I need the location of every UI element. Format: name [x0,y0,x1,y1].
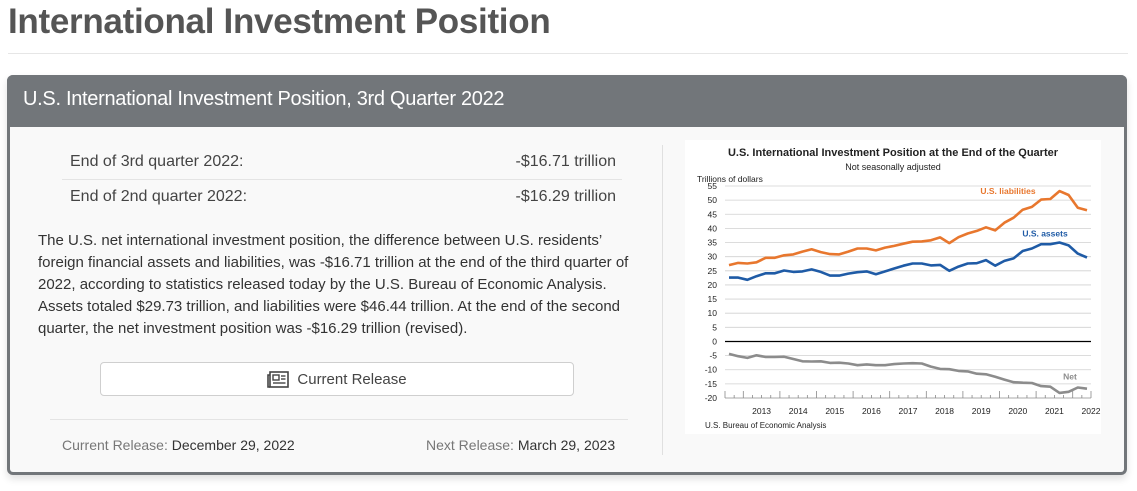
x-tick-label: 2021 [1045,406,1064,416]
y-tick-label: 5 [712,322,717,332]
y-tick-label: 20 [708,280,718,290]
stats-table: End of 3rd quarter 2022: -$16.71 trillio… [62,145,622,214]
y-tick-label: -10 [705,365,718,375]
current-release-date-value: December 29, 2022 [171,437,295,453]
y-tick-label: -15 [705,379,718,389]
current-release-button[interactable]: Current Release [100,362,574,396]
chart-source: U.S. Bureau of Economic Analysis [705,421,826,430]
y-tick-label: 55 [708,181,718,191]
y-tick-label: 45 [708,209,718,219]
y-tick-label: -5 [709,351,717,361]
x-tick-label: 2013 [752,406,771,416]
footer-divider [50,419,628,420]
chart-title: U.S. International Investment Position a… [728,147,1059,159]
x-tick-label: 2016 [862,406,881,416]
stat-label: End of 3rd quarter 2022: [70,153,244,170]
current-release-date: Current Release: December 29, 2022 [62,437,295,453]
iip-chart: U.S. International Investment Position a… [685,140,1101,434]
y-tick-label: 30 [708,252,718,262]
next-release-date-value: March 29, 2023 [517,437,616,453]
y-tick-label: -20 [705,393,718,403]
summary-text: The U.S. net international investment po… [38,232,629,337]
x-tick-label: 2018 [935,406,954,416]
column-divider [662,145,663,455]
y-tick-label: 15 [708,294,718,304]
current-release-date-label: Current Release: [62,437,168,453]
chart-svg: U.S. International Investment Position a… [697,147,1101,430]
series-line-u-s-liabilities [728,189,1088,267]
y-tick-label: 40 [708,223,718,233]
current-release-label: Current Release [297,370,407,388]
series-line-u-s-assets [729,241,1088,282]
stat-value: -$16.29 trillion [515,188,617,205]
title-divider [8,53,1128,54]
page-title: International Investment Position [8,2,551,41]
y-tick-label: 35 [708,238,718,248]
x-tick-label: 2019 [972,406,991,416]
newspaper-icon [267,370,290,388]
y-tick-label: 25 [708,266,718,276]
stat-row: End of 2nd quarter 2022: -$16.29 trillio… [62,179,622,214]
series-line-net [728,352,1088,395]
x-tick-label: 2022 [1082,406,1101,416]
panel-header: U.S. International Investment Position, … [7,75,1127,127]
y-tick-label: 50 [708,195,718,205]
next-release-date-label: Next Release: [426,437,514,453]
stat-label: End of 2nd quarter 2022: [70,188,248,205]
x-tick-label: 2020 [1008,406,1027,416]
y-tick-label: 10 [708,308,718,318]
series-label: U.S. assets [1022,228,1068,238]
x-tick-label: 2014 [789,406,808,416]
stat-value: -$16.71 trillion [515,153,617,170]
series-label: U.S. liabilities [980,186,1036,196]
chart-ylabel: Trillions of dollars [697,174,763,184]
iip-panel: U.S. International Investment Position, … [7,75,1127,475]
x-tick-label: 2015 [825,406,844,416]
chart-subtitle: Not seasonally adjusted [845,162,941,172]
series-label: Net [1063,372,1077,382]
x-tick-label: 2017 [899,406,918,416]
panel-title: U.S. International Investment Position, … [23,88,505,110]
y-tick-label: 0 [712,336,717,346]
stat-row: End of 3rd quarter 2022: -$16.71 trillio… [62,145,622,179]
next-release-date: Next Release: March 29, 2023 [426,437,615,453]
